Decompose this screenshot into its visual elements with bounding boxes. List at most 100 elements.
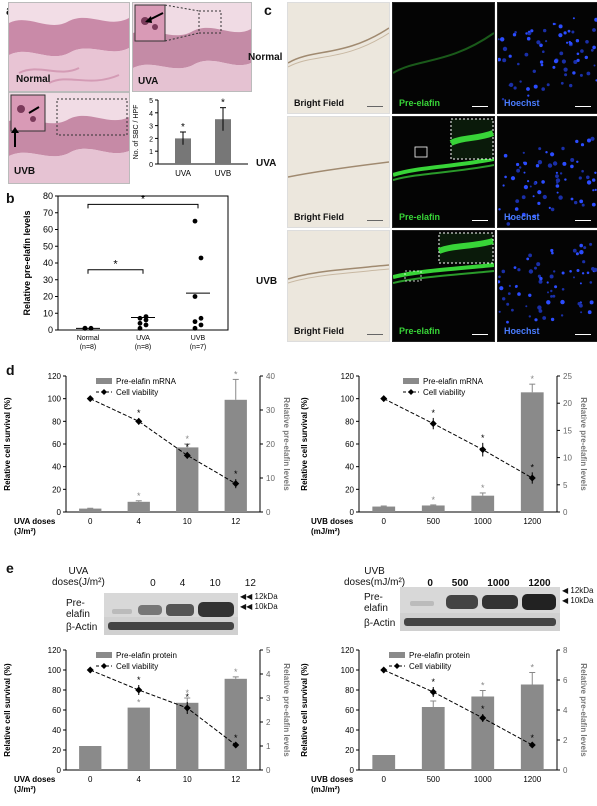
nucleus-dot [519,80,522,83]
legend-bar-label: Pre-elafin mRNA [423,377,484,386]
viability-line [383,398,533,479]
nucleus-dot [538,309,543,313]
uvb-preelafin-caption: Pre-elafin [399,326,441,336]
nucleus-dot [541,180,545,184]
right-y-tick-label: 25 [563,372,572,381]
nucleus-dot [580,143,585,147]
right-y-tick-label: 0 [563,508,568,517]
nucleus-dot [499,286,504,291]
x-tick-label: UVA [175,169,192,178]
nucleus-dot [566,41,569,44]
viability-point [135,417,143,425]
nucleus-dot [501,98,505,101]
data-point [143,317,149,323]
legend-line-marker [101,663,107,669]
histology-uva-image [132,2,252,92]
nucleus-dot [547,291,549,294]
nucleus-dot [550,207,555,212]
significance-star: * [234,369,238,379]
nucleus-dot [590,136,595,141]
nucleus-dot [587,138,591,143]
right-y-tick-label: 1 [266,742,271,751]
scale-bar [575,220,591,221]
nucleus-dot [502,58,507,63]
nucleus-dot [583,246,587,250]
nucleus-dot [540,63,544,67]
nucleus-dot [535,164,540,168]
nucleus-dot [537,190,542,195]
nucleus-dot [498,38,500,41]
significance-star: * [481,704,485,714]
legend-bar-label: Pre-elafin mRNA [116,377,177,386]
viability-point [86,666,94,674]
legend-line-marker [101,389,107,395]
bar [471,495,495,512]
right-y-tick-label: 40 [266,372,275,381]
nucleus-dot [594,171,597,174]
significance-star: * [181,122,185,133]
nucleus-dot [550,295,553,298]
right-y-axis-label: Relative pre-elafin levels [282,663,291,757]
right-y-tick-label: 2 [563,736,568,745]
x-tick-label: 0 [88,517,93,526]
x-axis-label: UVB doses [311,517,354,526]
nucleus-dot [522,151,525,154]
left-y-tick-label: 0 [350,508,355,517]
nucleus-dot [514,31,517,34]
left-y-axis-label: Relative cell survival (%) [3,663,12,757]
nucleus-dot [516,162,520,167]
significance-bracket [87,269,144,274]
y-tick-label: 0 [149,162,153,169]
n-label: (n=7) [190,344,207,351]
legend-bar-label: Pre-elafin protein [116,651,177,660]
nucleus-dot [527,180,530,183]
nucleus-dot [564,73,568,77]
nucleus-dot [552,294,556,298]
data-point [137,320,143,326]
row-label-uvb: UVB [256,276,278,287]
nucleus-dot [523,185,528,190]
uvb-brightfield-tile: Bright Field [287,230,390,342]
x-tick-label: 1200 [523,775,541,784]
nucleus-dot [555,174,559,178]
row-label-normal: Normal [248,52,283,63]
left-y-tick-label: 0 [57,508,62,517]
viability-point [183,704,191,712]
nucleus-dot [549,274,554,279]
nucleus-dot [556,191,559,194]
scale-bar [367,106,383,107]
wb-uvb-actin-blot [400,613,560,631]
nucleus-dot [538,147,542,151]
scale-bar [367,220,383,221]
nucleus-dot [552,161,558,166]
nucleus-dot [560,81,564,85]
nucleus-dot [546,83,550,87]
nucleus-dot [563,67,568,72]
viability-line [90,398,237,485]
legend-line-marker [394,663,400,669]
significance-bracket [87,203,199,209]
left-y-axis-label: Relative cell survival (%) [300,663,309,757]
legend-bar-swatch [389,652,405,658]
nucleus-dot [579,73,583,77]
nucleus-dot [562,161,567,166]
y-tick-label: 80 [43,191,53,201]
significance-star: * [431,677,435,687]
pre-elafin-scatter-chart: 0 10 20 30 40 50 60 70 80 Relative pre-elafin lev… [22,191,229,351]
wb-uva-kda-markers: ◀◀ 12kDa ◀◀ 10kDa [240,592,278,611]
nucleus-dot [574,200,578,205]
histology-normal-image [8,2,130,92]
nucleus-dot [592,28,596,32]
significance-star: * [137,675,141,685]
nucleus-dot [560,299,565,305]
y-tick-label: 50 [43,241,53,251]
nucleus-dot [507,292,511,295]
nucleus-dot [537,305,542,310]
x-tick-label: 1000 [474,775,492,784]
y-tick-label: 20 [43,292,53,302]
bar [421,707,445,770]
nucleus-dot [517,292,521,296]
nucleus-dot [523,171,526,174]
normal-hoechst-caption: Hoechst [504,98,540,108]
right-y-tick-label: 6 [563,676,568,685]
